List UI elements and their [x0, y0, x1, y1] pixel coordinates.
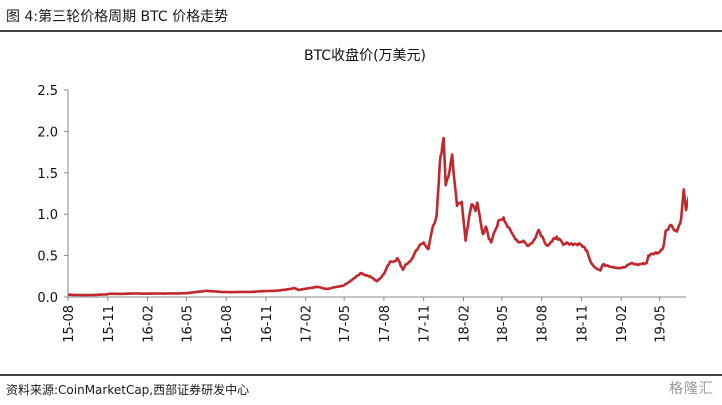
figure-title: 图 4:第三轮价格周期 BTC 价格走势 [6, 9, 229, 25]
x-tick-label: 17-02 [300, 305, 315, 343]
chart-title: BTC收盘价(万美元) [304, 47, 426, 64]
x-tick-label: 15-11 [102, 305, 117, 343]
x-tick-label: 19-05 [654, 305, 669, 343]
top-rule [0, 30, 722, 32]
y-tick-label: 2.0 [37, 125, 58, 140]
x-tick-label: 16-11 [260, 305, 275, 343]
btc-close-price-line [68, 136, 688, 297]
x-tick-label: 18-05 [496, 305, 511, 343]
x-tick-label: 16-08 [220, 305, 235, 343]
x-tick-label: 18-11 [575, 305, 590, 343]
source-note: 资料来源:CoinMarketCap,西部证券研发中心 [6, 383, 250, 397]
x-tick-label: 18-08 [536, 305, 551, 343]
x-tick-label: 15-08 [62, 305, 77, 343]
bottom-rule [0, 374, 722, 376]
y-tick-label: 1.0 [37, 208, 58, 223]
y-tick-label: 0.0 [37, 291, 58, 306]
x-tick-label: 19-02 [615, 305, 630, 343]
y-tick-label: 2.5 [37, 84, 58, 99]
x-tick-label: 16-05 [180, 305, 195, 343]
x-tick-label: 18-02 [457, 305, 472, 343]
x-tick-label: 16-02 [142, 305, 157, 343]
x-tick-label: 17-11 [418, 305, 433, 343]
watermark-logo: 格隆汇 [669, 381, 714, 397]
x-tick-label: 17-05 [338, 305, 353, 343]
y-tick-label: 0.5 [37, 250, 58, 265]
x-tick-label: 17-08 [378, 305, 393, 343]
y-tick-label: 1.5 [37, 167, 58, 182]
